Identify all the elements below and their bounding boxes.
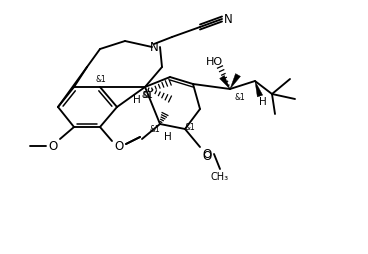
Text: O: O <box>202 150 212 163</box>
Text: &1: &1 <box>150 125 160 134</box>
Polygon shape <box>255 82 263 98</box>
Text: HO: HO <box>205 57 223 67</box>
Text: H: H <box>133 95 141 105</box>
Text: &1: &1 <box>142 91 152 100</box>
Polygon shape <box>220 76 230 90</box>
Text: H: H <box>164 132 172 141</box>
Text: &1: &1 <box>96 75 106 84</box>
Text: O: O <box>114 140 124 153</box>
Text: O: O <box>202 148 212 161</box>
Text: O: O <box>48 140 58 153</box>
Text: N: N <box>224 12 232 25</box>
Text: N: N <box>150 40 158 53</box>
Text: &1: &1 <box>185 122 195 131</box>
Text: &1: &1 <box>235 93 245 102</box>
Text: H: H <box>259 97 267 107</box>
Polygon shape <box>230 74 240 90</box>
Text: CH₃: CH₃ <box>211 171 229 181</box>
Text: &1: &1 <box>143 91 153 100</box>
